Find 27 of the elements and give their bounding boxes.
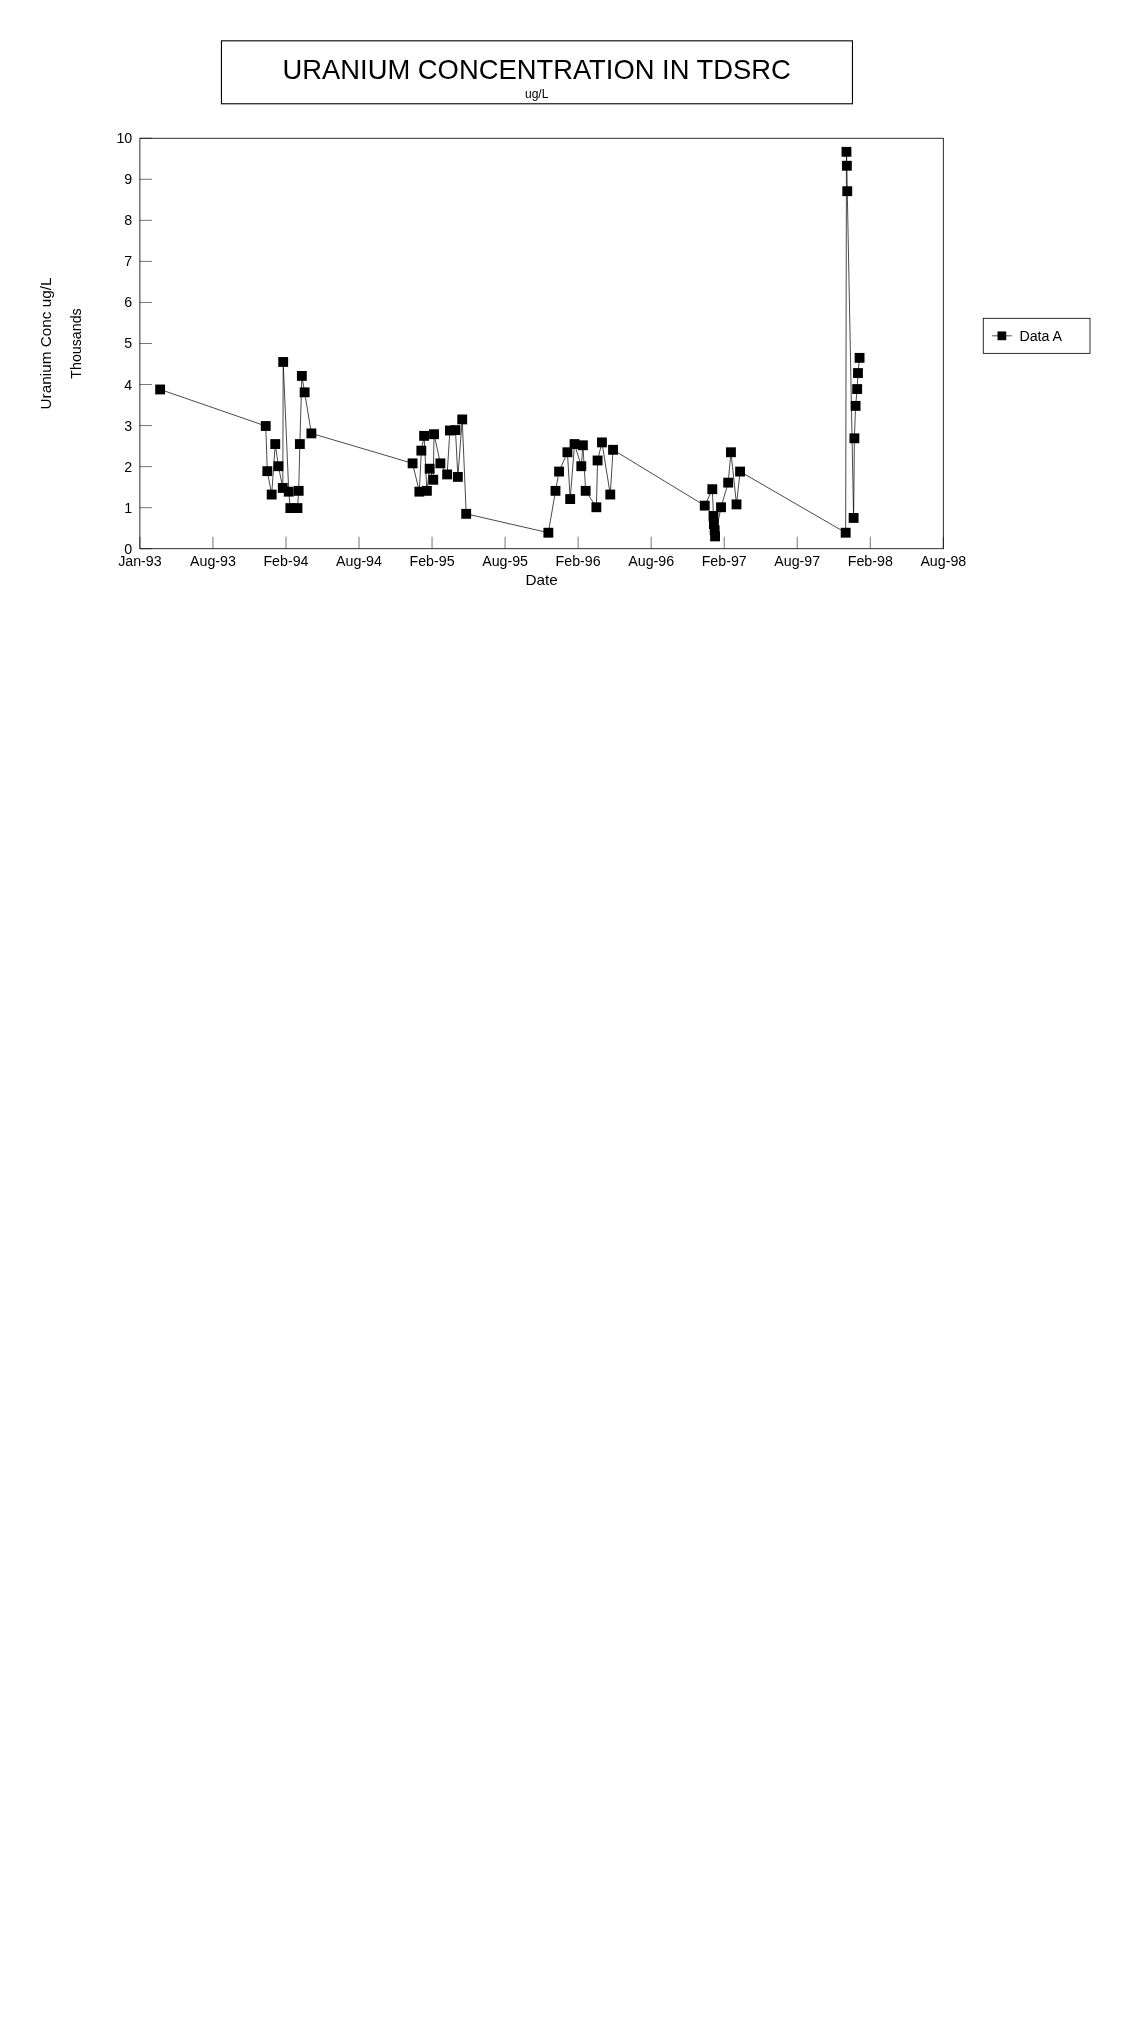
y-tick-label: 10: [116, 130, 133, 147]
legend-label: Data A: [1019, 327, 1063, 344]
x-tick-label: Aug-93: [190, 553, 236, 570]
y-tick-label: 9: [124, 171, 133, 188]
y-axis-title: Uranium Conc ug/L: [36, 277, 54, 410]
x-tick-label: Aug-95: [482, 553, 529, 570]
text: Thousands: [67, 308, 84, 379]
x-tick-label: Aug-94: [336, 553, 383, 570]
chart-subtitle: ug/L: [524, 86, 549, 101]
x-tick-label: Aug-96: [628, 553, 675, 570]
y-tick-label: 6: [124, 294, 133, 311]
y-tick-label: 2: [124, 458, 133, 475]
y-tick-label: 7: [124, 253, 133, 270]
x-tick-label: Feb-96: [555, 553, 601, 570]
x-tick-label: Feb-94: [263, 553, 309, 570]
chart-title: URANIUM CONCENTRATION IN TDSRC: [282, 54, 791, 86]
x-tick-label: Feb-98: [847, 553, 893, 570]
x-tick-label: Aug-98: [920, 553, 967, 570]
x-tick-label: Aug-97: [774, 553, 821, 570]
x-tick-label: Feb-95: [409, 553, 455, 570]
x-tick-label: Feb-97: [701, 553, 747, 570]
y-tick-label: 4: [124, 376, 133, 393]
y-tick-label: 8: [124, 212, 133, 229]
x-axis-title: Date: [525, 570, 558, 588]
y-tick-label: 1: [124, 499, 133, 516]
y-tick-label: 5: [124, 335, 133, 352]
y-tick-label: 3: [124, 417, 133, 434]
